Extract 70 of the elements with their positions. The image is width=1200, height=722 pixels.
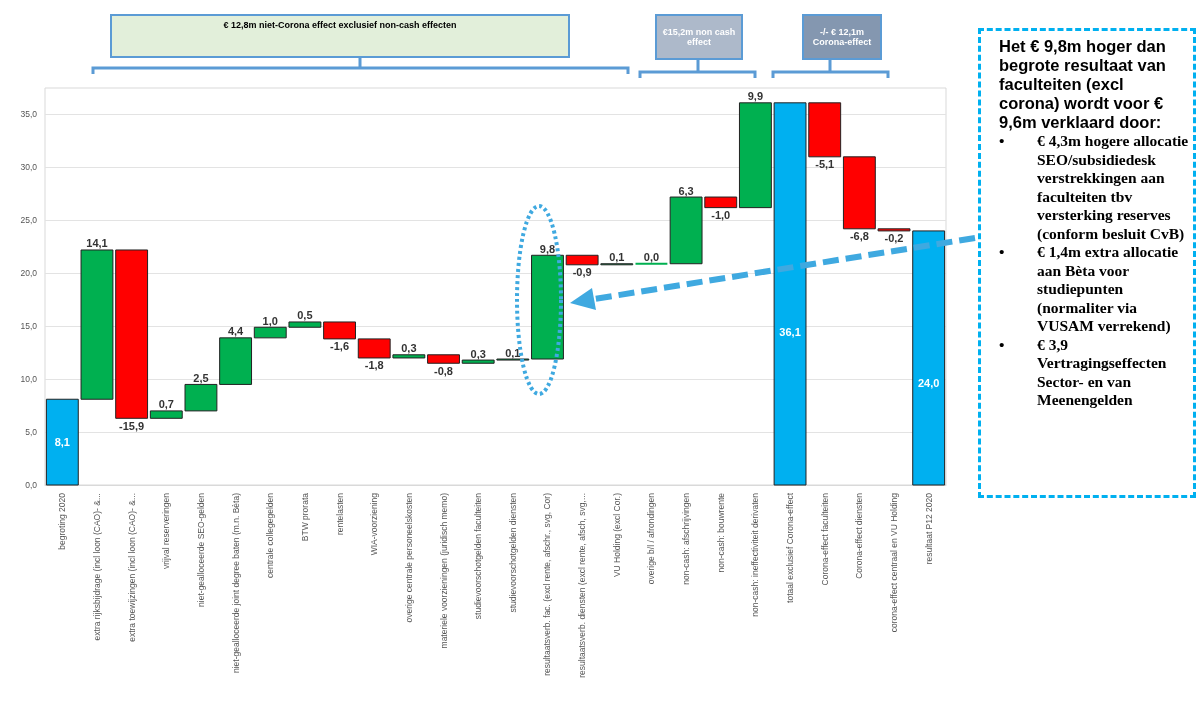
x-tick-label: WIA-voorziening <box>369 492 380 556</box>
x-tick-label: niet-gealloceerde joint degree baten (m.n. Bèta) <box>230 492 241 674</box>
y-tick-label: 30,0 <box>20 162 38 173</box>
data-label: 14,1 <box>86 237 108 250</box>
x-tick-label: resultaat P12 2020 <box>923 492 934 565</box>
data-label: 0,1 <box>609 251 625 264</box>
x-tick-label: totaal exclusief Corona-effect <box>785 492 796 603</box>
data-label: 36,1 <box>779 326 801 339</box>
y-tick-label: 25,0 <box>20 215 38 226</box>
y-tick-label: 5,0 <box>25 427 38 438</box>
x-tick-label: non-cash: bouwrente <box>715 492 726 573</box>
data-label: 1,0 <box>262 314 278 327</box>
data-label: 0,0 <box>643 251 660 264</box>
data-label: -0,9 <box>572 266 592 279</box>
data-label: 0,5 <box>297 309 313 322</box>
x-tick-label: overige b/l / afrondingen <box>646 492 657 585</box>
x-tick-label: vrijval reserveringen <box>161 492 172 570</box>
bar <box>531 254 564 360</box>
y-tick-label: 15,0 <box>20 321 38 332</box>
x-tick-label: niet-gealloceerde SEO-gelden <box>195 492 206 607</box>
data-label: -1,0 <box>711 209 731 222</box>
text: -/- € 12,1m Corona-effect <box>802 14 882 60</box>
x-tick-label: non-cash: afschrijvingen <box>681 492 692 585</box>
bar <box>323 321 356 340</box>
data-label: 6,3 <box>678 184 694 197</box>
text: € 12,8m niet-Corona effect exclusief non-cash effecten <box>110 14 570 58</box>
y-tick-label: 35,0 <box>20 109 38 120</box>
data-label: -1,8 <box>364 359 384 372</box>
data-label: 0,3 <box>470 347 486 360</box>
x-tick-label: studievoorschotgelden faculteiten <box>473 492 484 620</box>
text: • € 4,3m hogere allocatie SEO/subsidiedesk verstrekkingen aan faculteiten tbv versterking reserves (conform besluit CvB) <box>999 132 1189 242</box>
text: €15,2m non cash effect <box>655 14 743 60</box>
x-tick-label: studievoorschotgelden diensten <box>507 492 518 613</box>
x-tick-label: Corona-effect faculteiten <box>819 492 830 586</box>
y-tick-label: 20,0 <box>20 268 38 279</box>
text: • € 3,9 Vertragingseffecten Sector- en van Meenengelden <box>999 335 1167 408</box>
x-tick-label: overige centrale personeelskosten <box>403 492 414 623</box>
x-tick-label: VU Holding (excl Cor.) <box>611 492 622 578</box>
data-label: 4,4 <box>227 325 245 338</box>
bar <box>427 354 460 364</box>
data-label: 0,3 <box>401 342 417 355</box>
x-tick-label: extra toewijzingen (incl loon (CAO)- &... <box>126 493 137 642</box>
data-label: 9,8 <box>539 242 556 255</box>
text: Het € 9,8m hoger dan begrote resultaat van faculteiten (excl corona) wordt voor € 9,6m verklaard door: <box>999 37 1167 132</box>
data-label: -5,1 <box>815 158 835 171</box>
y-tick-label: 0,0 <box>25 480 38 490</box>
x-tick-label: centrale collegegelden <box>265 492 276 579</box>
data-label: 24,0 <box>917 377 940 390</box>
x-tick-label: Corona-effect diensten <box>854 492 865 579</box>
data-label: 2,5 <box>193 371 209 384</box>
text: • € 1,4m extra allocatie aan Bèta voor studiepunten (normaliter via VUSAM verrekend) <box>999 243 1179 334</box>
x-tick-label: resultaatsverb. diensten (excl rente, afsch, svg,... <box>577 493 588 678</box>
x-tick-label: rentelasten <box>334 492 345 536</box>
x-tick-label: extra rijksbijdrage (incl loon (CAO)- &... <box>91 493 102 641</box>
data-label: -0,8 <box>434 364 453 377</box>
data-label: -6,8 <box>849 230 869 243</box>
data-label: -0,2 <box>884 232 904 245</box>
data-label: 0,7 <box>158 398 174 411</box>
y-tick-label: 10,0 <box>20 374 38 385</box>
x-tick-label: materiele voorzieningen (juridisch memo) <box>438 492 449 649</box>
data-label: 8,1 <box>54 436 70 449</box>
x-tick-label: corona-effect centraal en VU Holding <box>889 492 900 633</box>
x-tick-label: BTW prorata <box>299 492 310 542</box>
data-label: -1,6 <box>330 340 350 353</box>
x-tick-label: resultaatsverb. fac. (excl rente, afschr., svg, Cor) <box>542 492 553 676</box>
x-tick-label: begroting 2020 <box>57 492 68 550</box>
data-label: 0,1 <box>505 346 521 359</box>
x-tick-label: non-cash: ineffectiviteit derivaten <box>750 492 761 617</box>
data-label: -15,9 <box>119 419 145 432</box>
data-label: 9,9 <box>747 90 764 103</box>
